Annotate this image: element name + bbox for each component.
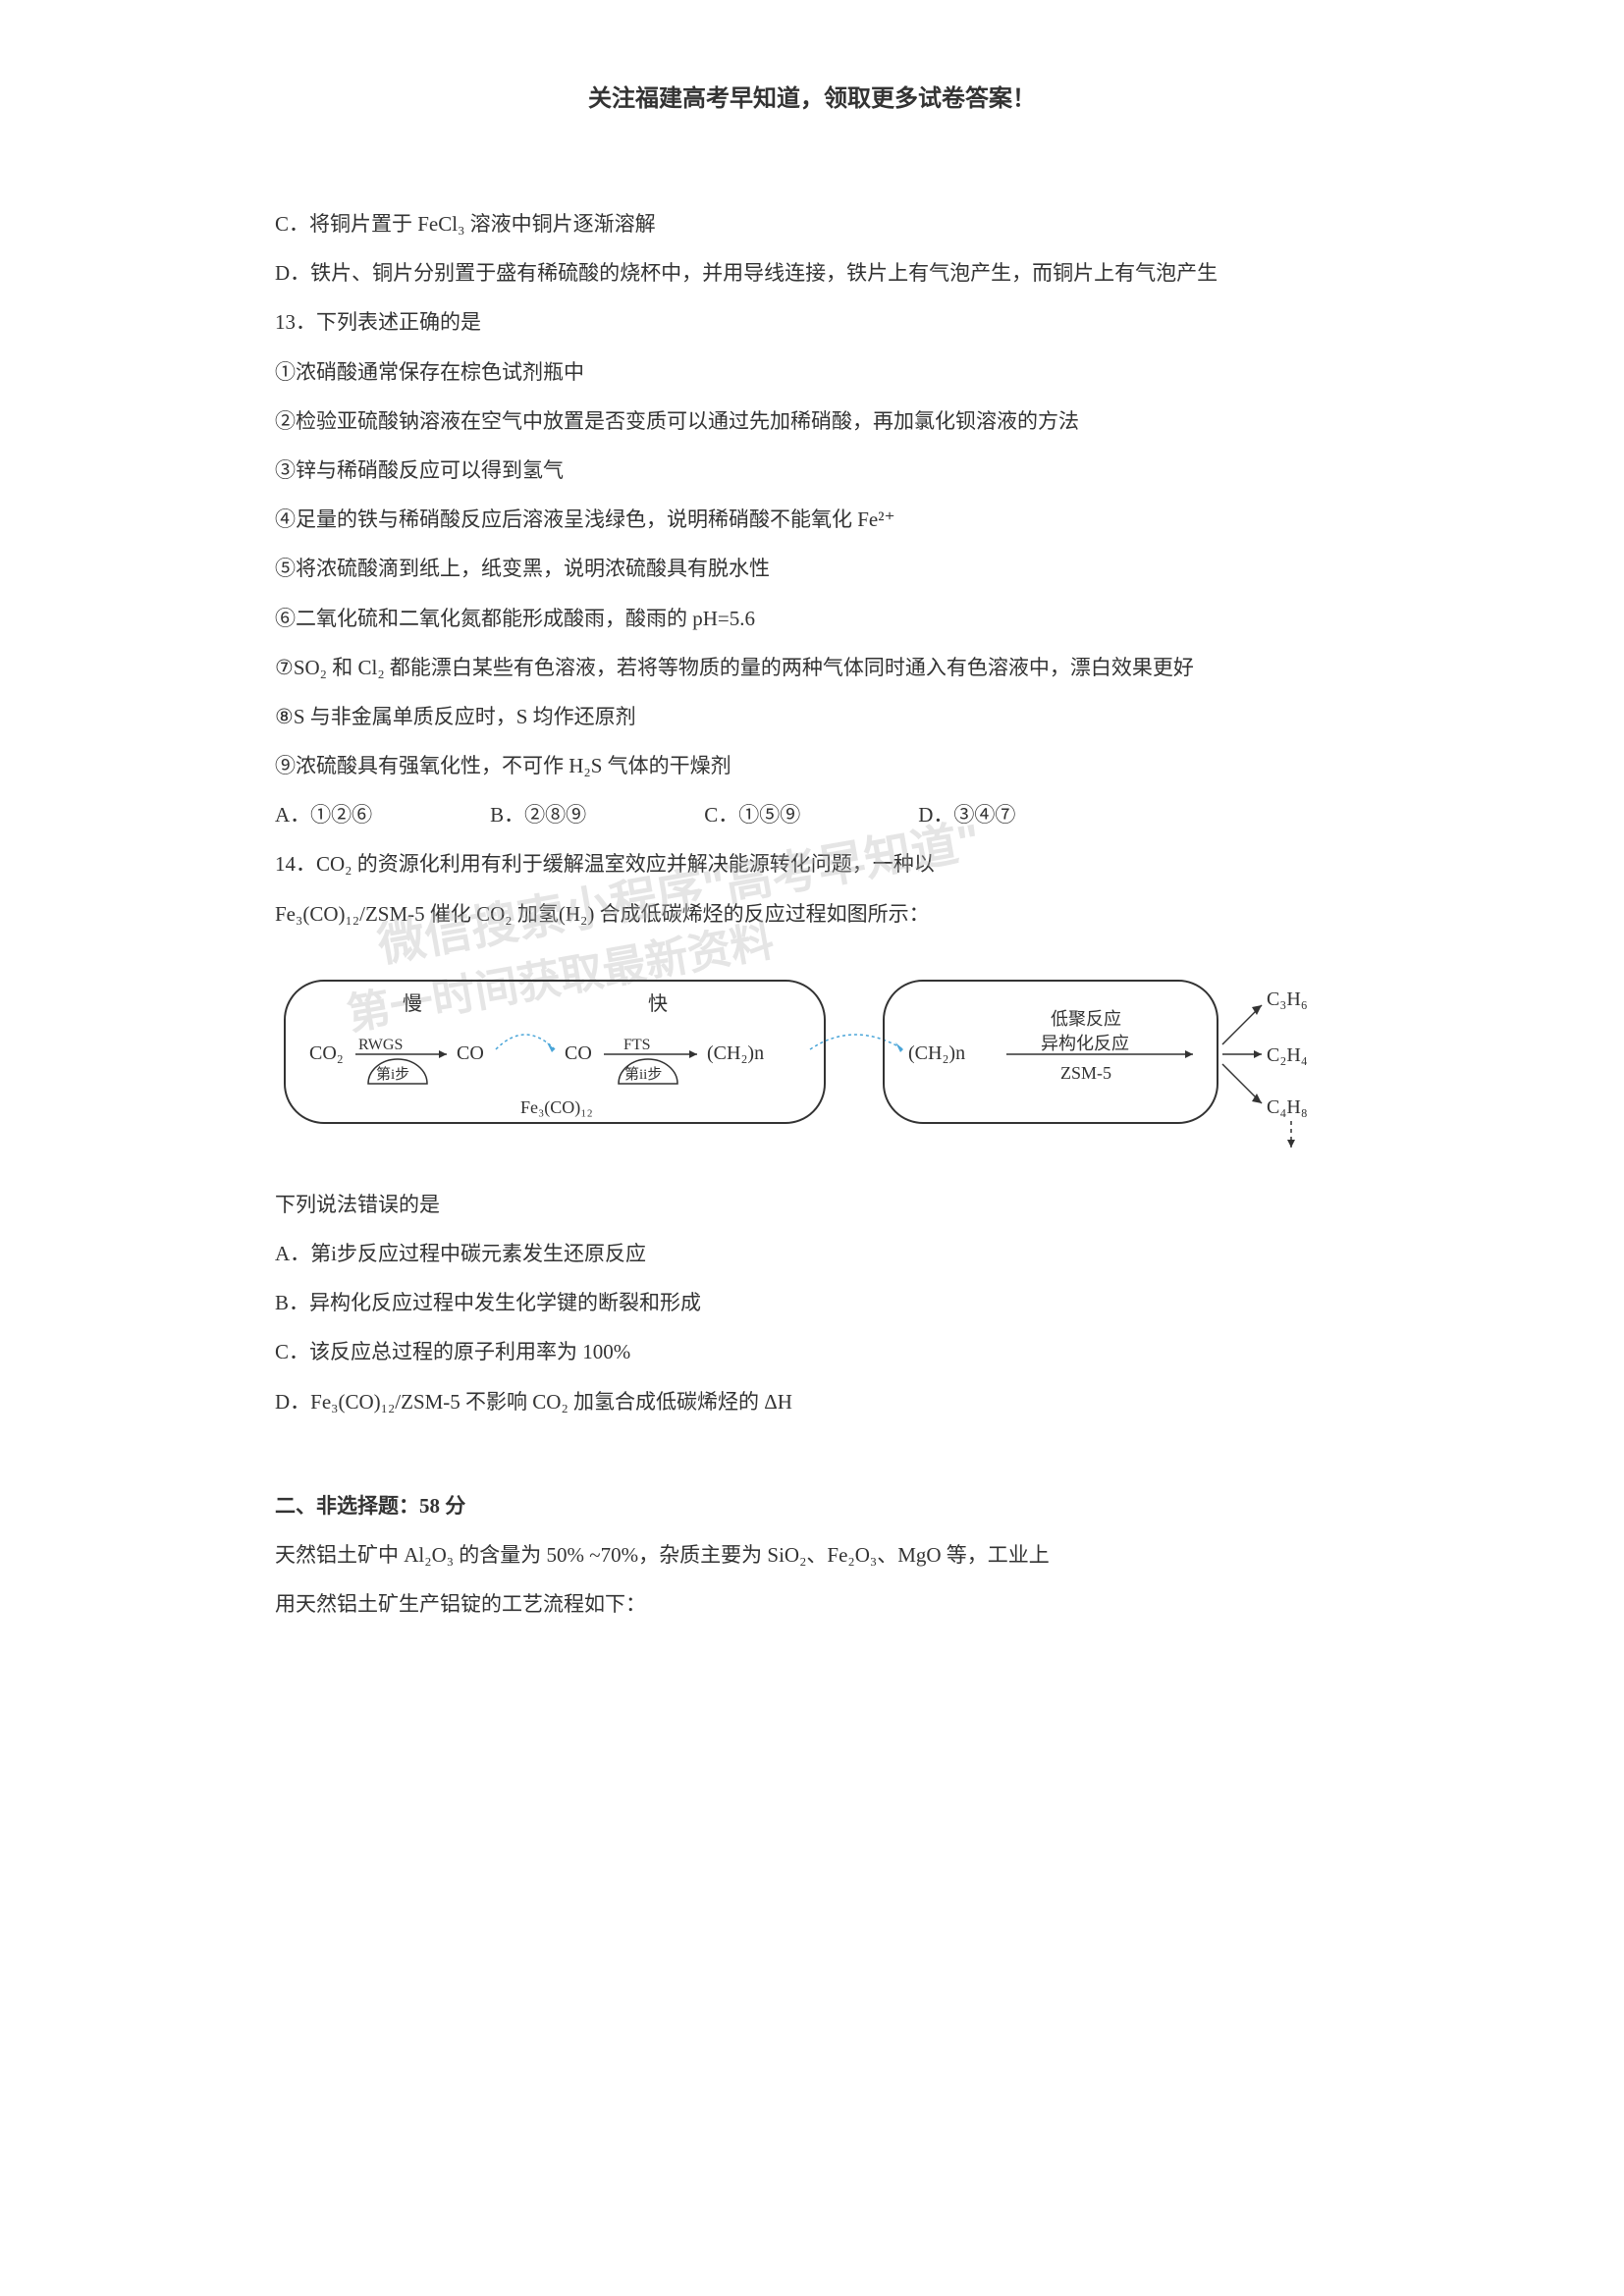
q13-s2: ②检验亚硫酸钠溶液在空气中放置是否变质可以通过先加稀硝酸，再加氯化钡溶液的方法 [275,399,1349,444]
diagram-step1-label: 第i步 [376,1065,409,1083]
q14-after-diagram: 下列说法错误的是 [275,1182,1349,1227]
diagram-out-arrow2-head [1254,1050,1262,1058]
q13-s5: ⑤将浓硫酸滴到纸上，纸变黑，说明浓硫酸具有脱水性 [275,546,1349,591]
diagram-svg: 慢 快 CO₂ RWGS 第i步 CO CO FTS 第ii [275,956,1335,1152]
diagram-out-dashed-head [1287,1140,1295,1148]
diagram-catalyst: Fe₃(CO)₁₂ [520,1097,593,1118]
diagram-dotted-arrow1 [496,1035,555,1049]
q13-opt-a: A．①②⑥ [275,792,372,837]
q13-opt-b: B．②⑧⑨ [490,792,586,837]
diagram-slow-label: 慢 [403,992,422,1015]
q13-s9: ⑨浓硫酸具有强氧化性，不可作 H₂S 气体的干燥剂 [275,743,1349,788]
q12-option-d: D．铁片、铜片分别置于盛有稀硫酸的烧杯中，并用导线连接，铁片上有气泡产生，而铜片… [275,250,1349,295]
q12-option-c: C．将铜片置于 FeCl₃ 溶液中铜片逐渐溶解 [275,201,1349,246]
diagram-arrow3-head [1185,1050,1193,1058]
diagram-co2: CO₂ [309,1042,344,1064]
diagram-out1: C₃H₆ [1267,988,1308,1010]
q13-intro: 13．下列表述正确的是 [275,299,1349,345]
diagram-co-2: CO [565,1042,592,1064]
diagram-arrow1-head [439,1050,447,1058]
section-b-line1: 天然铝土矿中 Al₂O₃ 的含量为 50% ~70%，杂质主要为 SiO₂、Fe… [275,1532,1349,1577]
q13-s4: ④足量的铁与稀硝酸反应后溶液呈浅绿色，说明稀硝酸不能氧化 Fe²⁺ [275,497,1349,542]
diagram-rwgs: RWGS [358,1037,403,1053]
q13-opt-d: D．③④⑦ [918,792,1015,837]
q13-s3: ③锌与稀硝酸反应可以得到氢气 [275,448,1349,493]
diagram-fts: FTS [623,1037,651,1053]
diagram-box2-line1: 低聚反应 [1051,1009,1121,1029]
q14-opt-d: D．Fe₃(CO)₁₂/ZSM-5 不影响 CO₂ 加氢合成低碳烯烃的 ΔH [275,1379,1349,1424]
q14-opt-a: A．第i步反应过程中碳元素发生还原反应 [275,1231,1349,1276]
diagram-ch2n-2: (CH₂)n [908,1042,965,1064]
q14-opt-b: B．异构化反应过程中发生化学键的断裂和形成 [275,1280,1349,1325]
q13-s6: ⑥二氧化硫和二氧化氮都能形成酸雨，酸雨的 pH=5.6 [275,596,1349,641]
diagram-ch2n-1: (CH₂)n [707,1042,764,1064]
q13-options: A．①②⑥ B．②⑧⑨ C．①⑤⑨ D．③④⑦ [275,792,1349,837]
diagram-fast-label: 快 [648,992,668,1015]
diagram-arrow2-head [689,1050,697,1058]
reaction-diagram: 慢 快 CO₂ RWGS 第i步 CO CO FTS 第ii [275,956,1335,1152]
q13-s1: ①浓硝酸通常保存在棕色试剂瓶中 [275,349,1349,395]
diagram-out3: C₄H₈ [1267,1096,1308,1118]
diagram-box2-line3: ZSM-5 [1060,1063,1111,1083]
q13-s8: ⑧S 与非金属单质反应时，S 均作还原剂 [275,694,1349,739]
q13-s7: ⑦SO₂ 和 Cl₂ 都能漂白某些有色溶液，若将等物质的量的两种气体同时通入有色… [275,645,1349,690]
q14-line1: 14．CO₂ 的资源化利用有利于缓解温室效应并解决能源转化问题，一种以 [275,841,1349,886]
diagram-co-1: CO [457,1042,484,1064]
page-header: 关注福建高考早知道，领取更多试卷答案！ [275,79,1349,113]
diagram-out2: C₂H₄ [1267,1044,1308,1066]
q14-opt-c: C．该反应总过程的原子利用率为 100% [275,1329,1349,1374]
q14-line2: Fe₃(CO)₁₂/ZSM-5 催化 CO₂ 加氢(H₂) 合成低碳烯烃的反应过… [275,891,1349,936]
section-b-line2: 用天然铝土矿生产铝锭的工艺流程如下： [275,1581,1349,1627]
diagram-dotted-arrow2-head [895,1042,903,1052]
diagram-step2-label: 第ii步 [624,1065,662,1083]
section-b-title: 二、非选择题：58 分 [275,1483,1349,1528]
q13-opt-c: C．①⑤⑨ [704,792,800,837]
diagram-box2-line2: 异构化反应 [1041,1034,1129,1053]
